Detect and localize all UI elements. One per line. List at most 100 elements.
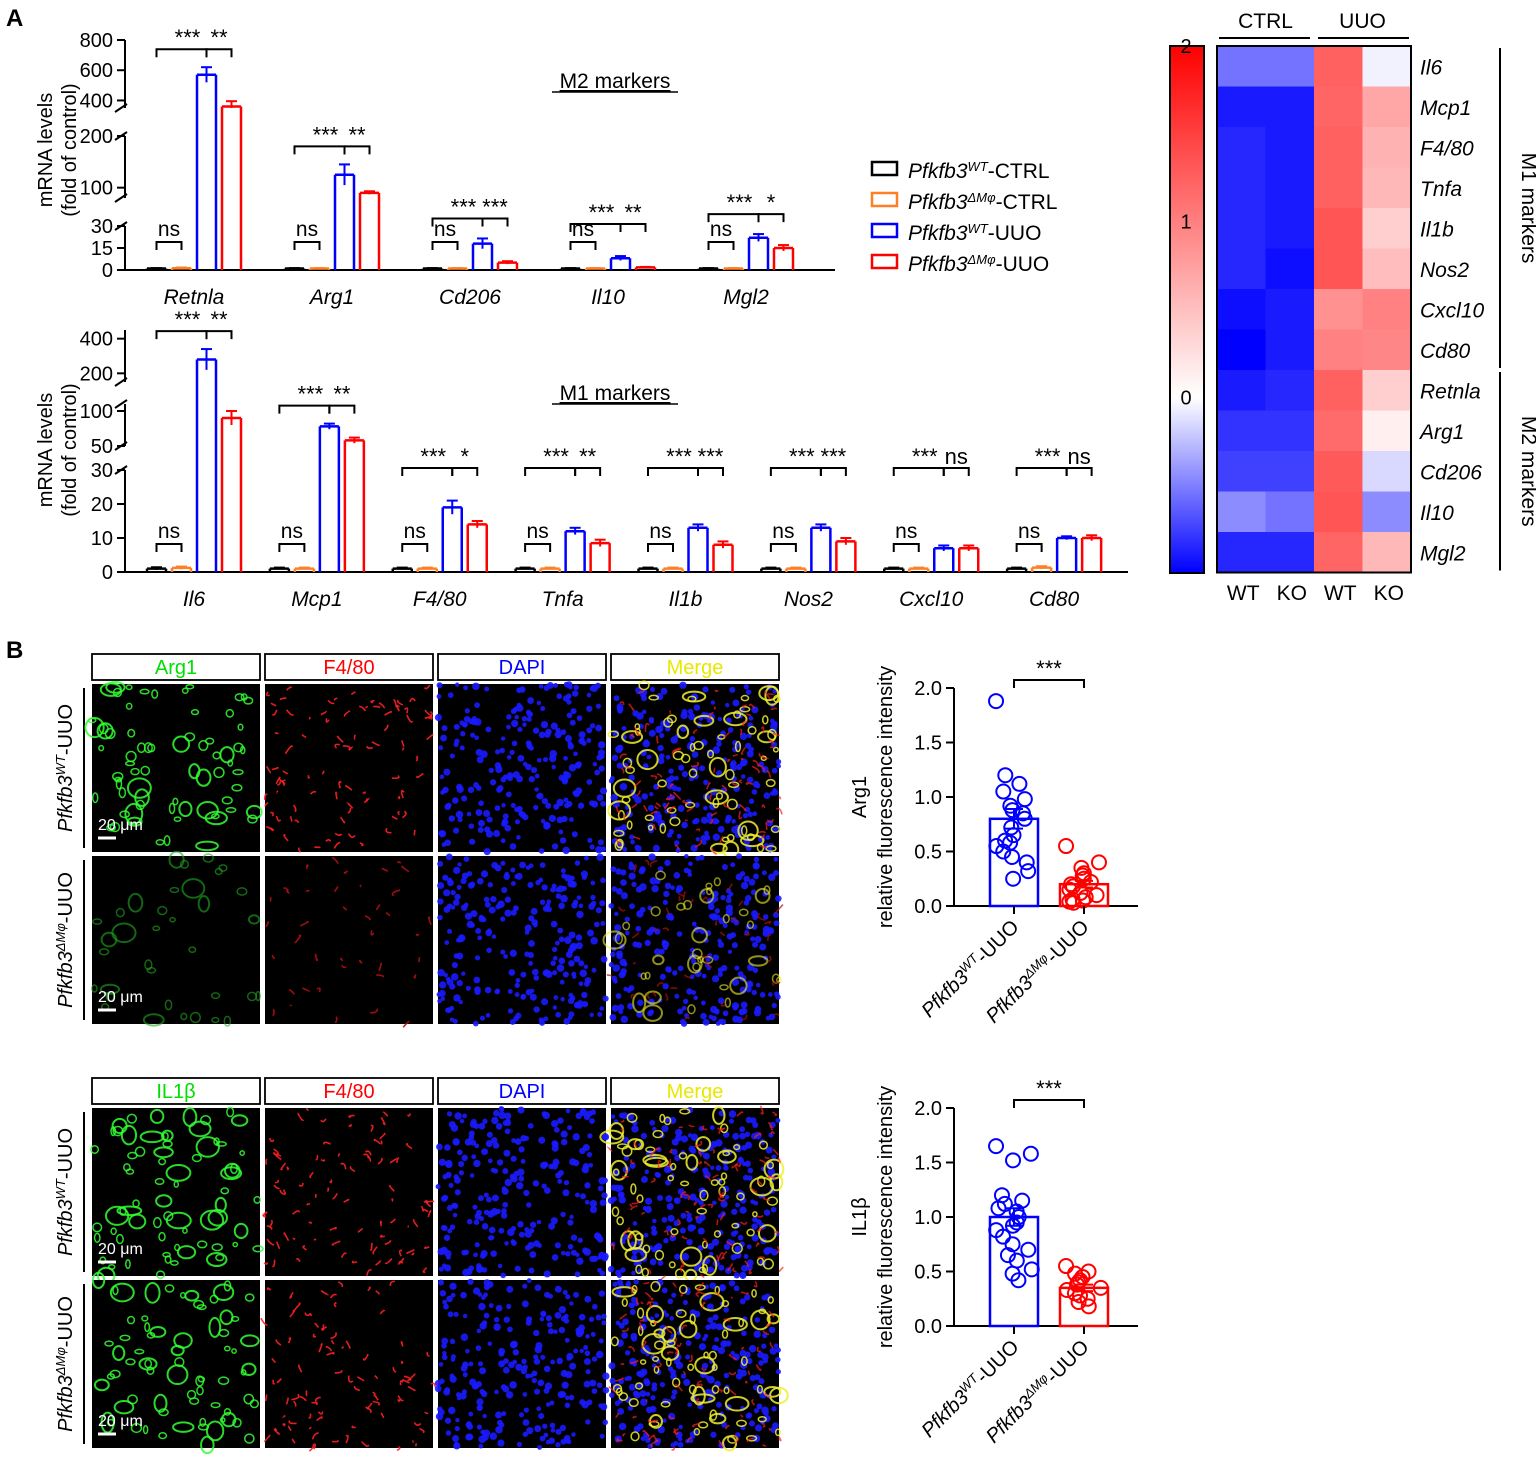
nucleus: [728, 1110, 737, 1118]
nucleus: [505, 1391, 514, 1399]
nucleus: [458, 1170, 465, 1176]
green-signal: [178, 800, 193, 818]
red-signal: [271, 709, 278, 716]
red-signal: [709, 818, 714, 825]
nucleus: [458, 1160, 465, 1168]
nucleus: [694, 802, 700, 808]
significance-label: ns: [434, 218, 456, 241]
nucleus: [575, 1112, 583, 1120]
nucleus: [578, 1313, 586, 1321]
nucleus: [504, 824, 512, 832]
green-signal: [125, 1358, 136, 1366]
red-signal: [397, 1399, 401, 1403]
red-signal: [293, 1305, 299, 1313]
nucleus: [501, 819, 507, 824]
green-signal: [746, 1434, 758, 1442]
chart-title: M2 markers: [560, 70, 671, 93]
nucleus: [540, 818, 546, 824]
nucleus: [666, 1203, 674, 1211]
panel-header-box: [437, 1077, 607, 1105]
red-signal: [767, 955, 772, 963]
nucleus: [739, 1132, 746, 1140]
nucleus: [477, 935, 483, 941]
nucleus: [541, 1183, 547, 1189]
red-signal: [297, 1112, 305, 1121]
nucleus: [665, 754, 671, 760]
heatmap-cell: [1362, 532, 1412, 573]
nucleus: [612, 934, 621, 942]
green-signal: [144, 1359, 153, 1369]
green-signal: [140, 765, 151, 776]
nucleus: [510, 1225, 517, 1232]
heatmap-cell: [1314, 410, 1363, 452]
nucleus: [503, 954, 508, 959]
red-signal: [766, 770, 772, 779]
nucleus: [624, 1376, 629, 1382]
red-signal: [359, 705, 367, 712]
nucleus: [514, 874, 519, 879]
nucleus: [753, 1330, 761, 1338]
nucleus: [686, 1216, 693, 1223]
nucleus: [746, 1259, 754, 1267]
row-label-base: Pfkfb3: [55, 1199, 77, 1256]
green-signal: [220, 1187, 230, 1195]
nucleus: [447, 692, 454, 699]
red-signal: [282, 1189, 287, 1195]
nucleus: [466, 811, 472, 817]
nucleus: [455, 937, 461, 943]
nucleus: [717, 1213, 723, 1219]
panel-label-b: B: [6, 637, 23, 664]
nucleus: [552, 1140, 559, 1148]
nucleus: [517, 726, 523, 733]
red-signal: [717, 1389, 723, 1393]
nucleus: [649, 877, 657, 885]
nucleus: [768, 1013, 776, 1021]
red-signal: [669, 1148, 673, 1154]
green-signal: [709, 1409, 718, 1421]
nucleus: [548, 1163, 554, 1170]
red-signal: [674, 844, 680, 850]
nucleus: [504, 1178, 513, 1187]
nucleus: [474, 735, 480, 741]
green-signal: [694, 1284, 706, 1291]
nucleus: [509, 1341, 518, 1349]
red-signal: [343, 1198, 350, 1203]
nucleus: [687, 1224, 695, 1232]
red-signal: [654, 1147, 661, 1151]
red-signal: [619, 701, 625, 705]
nucleus: [597, 1011, 603, 1017]
significance-label: ns: [710, 218, 732, 241]
nucleus: [483, 1284, 490, 1291]
green-signal: [652, 954, 665, 966]
nucleus: [473, 1252, 478, 1258]
red-signal: [647, 1301, 652, 1309]
green-signal: [188, 1120, 212, 1138]
red-signal: [361, 1441, 370, 1448]
nucleus: [568, 1011, 575, 1018]
nucleus: [631, 1270, 636, 1276]
red-signal: [642, 1429, 651, 1438]
y-axis-label-line: relative fluorescence intensity: [875, 1086, 897, 1348]
green-signal: [701, 1240, 708, 1249]
nucleus: [752, 780, 760, 788]
nucleus: [568, 1394, 575, 1401]
nucleus: [449, 1224, 456, 1230]
red-signal: [268, 1137, 275, 1143]
nucleus: [734, 965, 740, 971]
nucleus: [615, 993, 622, 999]
red-signal: [424, 716, 433, 720]
red-signal: [650, 1297, 654, 1301]
nucleus: [628, 1383, 636, 1391]
green-signal: [218, 1328, 230, 1338]
nucleus: [581, 991, 588, 999]
green-signal: [99, 983, 121, 995]
red-signal: [615, 1377, 624, 1382]
nucleus: [490, 1136, 498, 1144]
heatmap-cell: [1265, 370, 1315, 411]
nucleus: [542, 969, 550, 977]
nucleus: [516, 687, 523, 694]
green-signal: [126, 777, 152, 799]
nucleus: [731, 1208, 738, 1215]
nucleus: [541, 797, 548, 805]
nucleus: [573, 1291, 580, 1298]
